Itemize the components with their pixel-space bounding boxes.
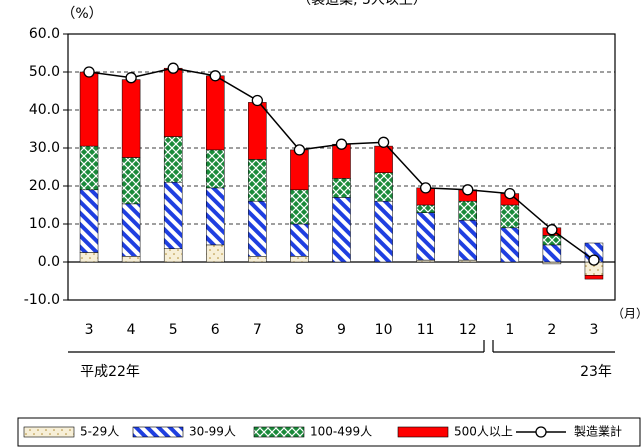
x-tick-label: 3: [590, 322, 599, 338]
line-marker: [293, 144, 306, 156]
x-unit: （月）: [612, 307, 644, 321]
bar-segment: [458, 200, 477, 221]
bar-segment: [121, 203, 141, 257]
legend-swatch: [253, 426, 305, 438]
bar-segment: [163, 181, 183, 249]
bar-segment: [542, 235, 562, 246]
legend-box: [17, 417, 641, 447]
bar-segment: [121, 256, 141, 263]
bar-segment: [121, 79, 141, 158]
legend-label: 500人以上: [454, 425, 513, 439]
x-tick-label: 5: [169, 322, 178, 338]
y-tick-label: 20.0: [29, 178, 60, 194]
bar-segment: [542, 261, 562, 265]
legend-swatch: [132, 426, 184, 438]
x-tick-label: 8: [295, 322, 304, 338]
line-marker: [546, 224, 558, 236]
line-marker: [83, 66, 95, 78]
bar-segment: [458, 219, 477, 261]
chart-title: （製造業, 5人以上）: [297, 0, 427, 8]
x-tick-label: 4: [127, 322, 136, 338]
bar-segment: [500, 204, 520, 229]
bar-segment: [248, 102, 267, 160]
bar-segment: [542, 244, 562, 263]
x-tick-label: 6: [211, 322, 220, 338]
bar-segment: [332, 197, 351, 263]
x-tick-label: 7: [253, 322, 262, 338]
bar-segment: [121, 157, 141, 205]
x-tick-label: 9: [337, 322, 346, 338]
x-tick-label: 10: [375, 322, 393, 338]
bar-segment: [248, 159, 267, 202]
bar-segment: [416, 259, 435, 263]
bar-segment: [248, 256, 267, 263]
line-marker: [251, 94, 263, 107]
bar-segment: [163, 67, 183, 137]
legend-swatch: [397, 426, 449, 438]
line-marker: [420, 182, 432, 194]
bar-segment: [416, 212, 435, 261]
legend-swatch: [23, 426, 75, 438]
line-marker: [209, 70, 221, 82]
bar-segment: [290, 223, 309, 257]
bar-segment: [206, 187, 225, 246]
plot-frame: [67, 33, 616, 301]
line-marker: [504, 187, 516, 200]
bar-segment: [290, 149, 309, 191]
y-axis-label: （%）: [61, 6, 102, 22]
y-tick-label: 60.0: [29, 26, 60, 42]
line-marker: [335, 138, 348, 150]
bar-segment: [290, 189, 309, 225]
bar-segment: [458, 259, 477, 263]
line-marker: [462, 184, 474, 196]
bar-segment: [163, 136, 183, 183]
bar-segment: [248, 200, 267, 257]
group-label: 平成22年: [80, 364, 140, 380]
bar-segment: [374, 200, 393, 263]
y-tick-label: 50.0: [29, 64, 60, 80]
line-marker: [588, 254, 600, 266]
bar-segment: [206, 149, 225, 189]
bar-segment: [206, 244, 225, 263]
bar-segment: [79, 71, 99, 147]
group-bracket: [68, 340, 615, 353]
bar-segment: [500, 227, 520, 263]
bar-segment: [584, 275, 604, 280]
y-tick-label: 0.0: [38, 254, 60, 270]
bar-segment: [374, 172, 393, 202]
bar-segment: [206, 75, 225, 151]
legend-label: 製造業計: [574, 424, 622, 439]
y-tick-label: 10.0: [29, 216, 60, 232]
x-tick-label: 1: [505, 322, 514, 338]
line-marker: [125, 72, 137, 84]
y-tick-label: 40.0: [29, 102, 60, 118]
legend-label: 5-29人: [80, 425, 119, 439]
group-label: 23年: [580, 364, 612, 380]
bar-segment: [163, 248, 183, 263]
x-tick-label: 11: [417, 322, 435, 338]
line-marker: [167, 62, 179, 74]
line-marker: [377, 136, 390, 148]
bar-segment: [332, 178, 351, 198]
bar-segment: [79, 145, 99, 191]
x-tick-label: 2: [547, 322, 556, 338]
bar-segment: [290, 256, 309, 263]
y-tick-label: 30.0: [29, 140, 60, 156]
legend-label: 100-499人: [310, 425, 372, 439]
legend-swatch: [535, 426, 547, 438]
legend-label: 30-99人: [189, 425, 236, 439]
bar-segment: [416, 204, 435, 213]
x-tick-label: 3: [85, 322, 94, 338]
y-tick-label: -10.0: [24, 292, 60, 308]
x-tick-label: 12: [459, 322, 477, 338]
bar-segment: [79, 189, 99, 253]
bar-segment: [79, 252, 99, 263]
